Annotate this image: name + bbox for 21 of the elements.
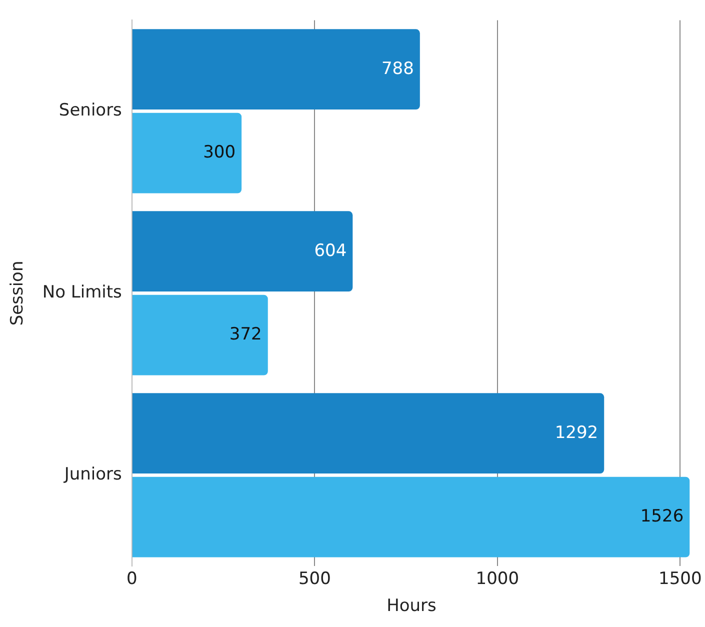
- x-tick-label: 500: [298, 568, 331, 589]
- x-tick-label: 1000: [476, 568, 520, 589]
- data-label: 788: [381, 58, 414, 79]
- y-tick-label: Seniors: [58, 100, 122, 121]
- bar: [132, 29, 420, 110]
- bar: [132, 211, 353, 292]
- x-tick-label: 1500: [658, 568, 702, 589]
- y-tick-label: No Limits: [42, 282, 122, 303]
- y-axis-title: Session: [8, 260, 28, 326]
- bar: [132, 393, 604, 474]
- y-tick-label: Juniors: [63, 464, 122, 485]
- x-tick-label: 0: [126, 568, 138, 589]
- x-axis-title: Hours: [386, 596, 437, 616]
- bar: [132, 476, 690, 558]
- data-label: 604: [314, 240, 347, 261]
- bar: [132, 112, 242, 194]
- bar: [132, 294, 268, 376]
- data-label: 1526: [640, 506, 684, 526]
- data-label: 300: [203, 142, 236, 162]
- data-label: 372: [229, 324, 262, 344]
- data-label: 1292: [554, 422, 598, 443]
